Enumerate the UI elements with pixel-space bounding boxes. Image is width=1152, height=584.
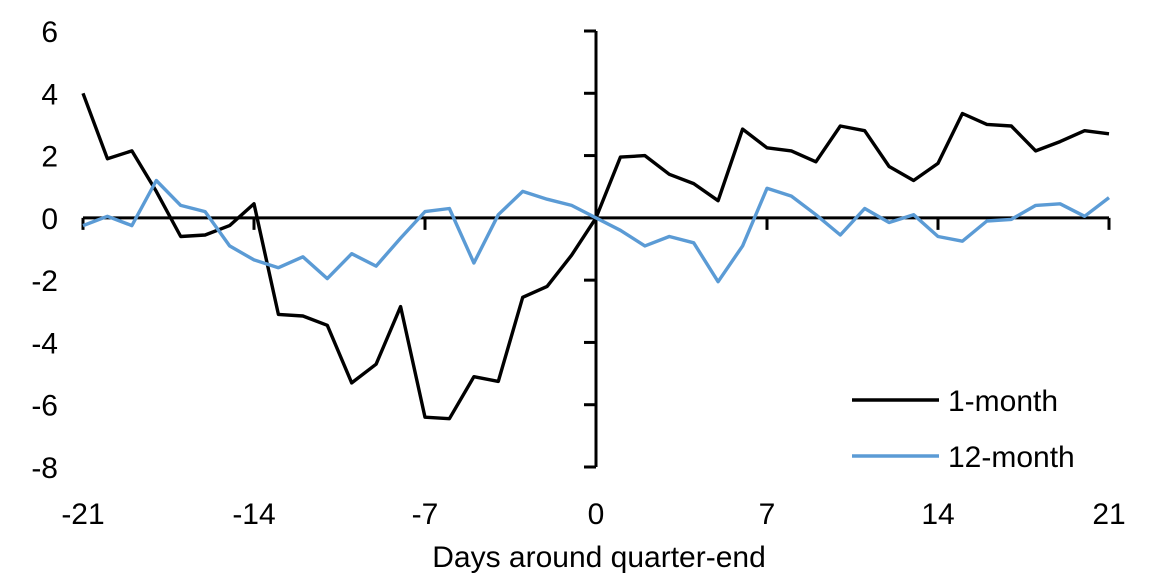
- legend-item-12-month: 12-month: [852, 441, 1075, 474]
- y-tick-label: -4: [31, 327, 58, 360]
- series-layer: [81, 92, 1111, 421]
- y-tick-label: 2: [41, 141, 58, 174]
- legend-item-1-month: 1-month: [852, 385, 1058, 418]
- x-tick-label: -14: [232, 498, 275, 531]
- x-tick-label: -7: [412, 498, 439, 531]
- y-tick-label: 0: [41, 203, 58, 236]
- x-tick-label: 21: [1092, 498, 1125, 531]
- tick-label-layer: -21 -14 -7 0 7 14 21 6 4 2 0 -2 -4 -6 -8: [31, 16, 1125, 531]
- x-tick-label: 0: [588, 498, 605, 531]
- x-tick-label: 7: [759, 498, 776, 531]
- series-line-12-month: [82, 178, 1111, 284]
- x-tick-label: -21: [61, 498, 104, 531]
- y-tick-label: 6: [41, 16, 58, 49]
- y-tick-label: 4: [41, 78, 58, 111]
- x-tick-label: 14: [921, 498, 954, 531]
- y-tick-label: -8: [31, 452, 58, 485]
- y-tick-label: -6: [31, 390, 58, 423]
- legend-label-12-month: 12-month: [948, 441, 1075, 474]
- legend: 1-month 12-month: [852, 385, 1075, 474]
- y-tick-label: -2: [31, 265, 58, 298]
- x-axis-title: Days around quarter-end: [432, 541, 766, 574]
- legend-label-1-month: 1-month: [948, 385, 1058, 418]
